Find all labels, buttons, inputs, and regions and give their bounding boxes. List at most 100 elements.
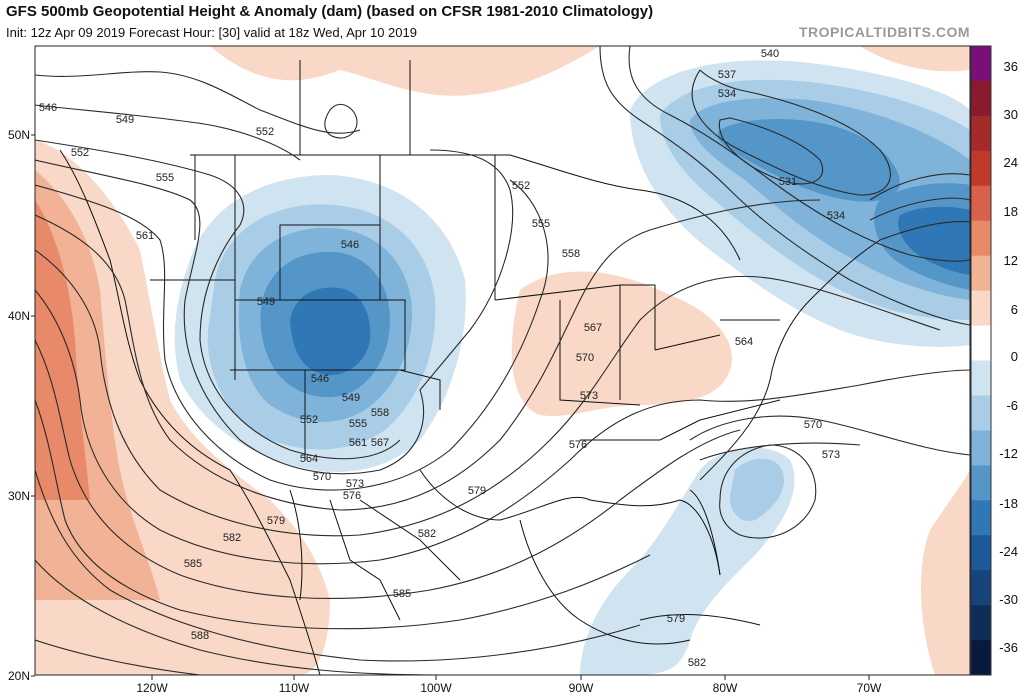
contour-label: 582: [223, 532, 241, 544]
contour-label: 555: [532, 218, 550, 230]
positive-anomaly-west-peak: [35, 200, 90, 500]
contour-label: 552: [512, 180, 530, 192]
brand-watermark: TROPICALTIDBITS.COM: [798, 24, 970, 40]
contour-label: 564: [300, 453, 318, 465]
colorbar-label: 6: [1011, 302, 1018, 317]
lon-label: 100W: [420, 681, 452, 695]
colorbar-label: -12: [999, 446, 1018, 461]
colorbar-swatch: [971, 150, 991, 187]
colorbar-label: -6: [1006, 398, 1018, 413]
colorbar-label: 12: [1004, 253, 1018, 268]
contour-label: 546: [39, 102, 57, 114]
colorbar-swatch: [971, 640, 991, 676]
contour-label: 537: [718, 69, 736, 81]
colorbar-label: -18: [999, 496, 1018, 511]
contour-label-text: 540: [761, 48, 779, 60]
map-subtitle: Init: 12z Apr 09 2019 Forecast Hour: [30…: [6, 25, 417, 40]
colorbar-label: -30: [999, 592, 1018, 607]
colorbar-swatch: [971, 395, 991, 431]
contour-label: 561: [136, 230, 154, 242]
contour-label-text: 573: [346, 478, 364, 490]
gulf-coast: [419, 469, 721, 576]
contour-label-text: 561: [349, 437, 367, 449]
lon-label: 80W: [713, 681, 738, 695]
contour-label-text: 588: [191, 630, 209, 642]
colorbar-swatch: [971, 220, 991, 257]
contour-label: 579: [468, 485, 486, 497]
contour-label: 549: [342, 392, 360, 404]
contour-label-text: 564: [735, 336, 753, 348]
map-title: GFS 500mb Geopotential Height & Anomaly …: [6, 3, 654, 20]
map-frame: [34, 45, 971, 676]
contour-label: 570: [576, 352, 594, 364]
colorbar-swatch: [971, 80, 991, 117]
negative-anomaly-sw-core: [290, 287, 371, 375]
contour-label-text: 582: [223, 532, 241, 544]
contour-label: 588: [191, 630, 209, 642]
contour-label-text: 558: [562, 248, 580, 260]
colorbar-swatch: [971, 360, 991, 396]
height-contours: [35, 46, 970, 675]
contour-label-text: 582: [688, 657, 706, 669]
contour-label-text: 570: [576, 352, 594, 364]
contour-label-text: 555: [156, 172, 174, 184]
contour-label-text: 552: [300, 414, 318, 426]
contour-label: 570: [313, 471, 331, 483]
contour-label: 534: [718, 88, 736, 100]
contour-label-text: 534: [827, 210, 845, 222]
negative-anomaly-ne-4: [717, 118, 900, 202]
positive-anomaly-north: [210, 46, 600, 96]
contour-label-text: 549: [342, 392, 360, 404]
positive-anomaly-midwest: [511, 271, 732, 417]
contour-label-text: 561: [136, 230, 154, 242]
colorbar-label: 18: [1004, 204, 1018, 219]
contour-label: 555: [349, 418, 367, 430]
contour-label-text: 579: [667, 613, 685, 625]
lat-label: 20N: [8, 669, 30, 683]
contour-label-text: 546: [341, 239, 359, 251]
contour-label: 567: [371, 437, 389, 449]
contour-label-text: 576: [343, 490, 361, 502]
florida: [689, 489, 721, 576]
contour-label-text: 567: [371, 437, 389, 449]
contour-label-text: 546: [311, 373, 329, 385]
positive-anomaly-ne: [860, 46, 970, 72]
baja-gulf: [289, 489, 303, 601]
state-borders-east: [494, 284, 781, 441]
contour-label-text: 564: [300, 453, 318, 465]
contour-label: 576: [343, 490, 361, 502]
contour-label-text: 585: [393, 588, 411, 600]
colorbar-swatch: [971, 570, 991, 606]
contour-label-text: 552: [71, 147, 89, 159]
contour-label-text: 576: [569, 439, 587, 451]
contour-label: 567: [584, 322, 602, 334]
contour-label: 552: [300, 414, 318, 426]
contour-label: 546: [311, 373, 329, 385]
contour-label: 531: [779, 176, 797, 188]
lat-label: 30N: [8, 489, 30, 503]
contour-label: 552: [71, 147, 89, 159]
contour-label-text: 549: [116, 114, 134, 126]
state-borders-west: [150, 155, 496, 460]
colorbar-swatch: [971, 115, 991, 152]
contour-label: 576: [569, 439, 587, 451]
contour-label: 552: [256, 126, 274, 138]
colorbar-swatch: [971, 465, 991, 501]
colorbar-label: 24: [1004, 155, 1018, 170]
colorbar-frame: [970, 45, 992, 676]
contour-label-text: 573: [580, 390, 598, 402]
contour-label-text: 570: [804, 419, 822, 431]
contour-label: 540: [761, 48, 779, 60]
contour-label: 558: [371, 407, 389, 419]
yucatan: [519, 519, 691, 645]
lon-label: 90W: [569, 681, 594, 695]
contour-label: 573: [346, 478, 364, 490]
contour-label: 573: [580, 390, 598, 402]
colorbar-swatch: [971, 255, 991, 292]
contour-label-text: 582: [418, 528, 436, 540]
contour-label-text: 552: [512, 180, 530, 192]
east-coast: [699, 239, 881, 481]
colorbar-swatch: [971, 500, 991, 536]
colorbar-swatch: [971, 535, 991, 571]
